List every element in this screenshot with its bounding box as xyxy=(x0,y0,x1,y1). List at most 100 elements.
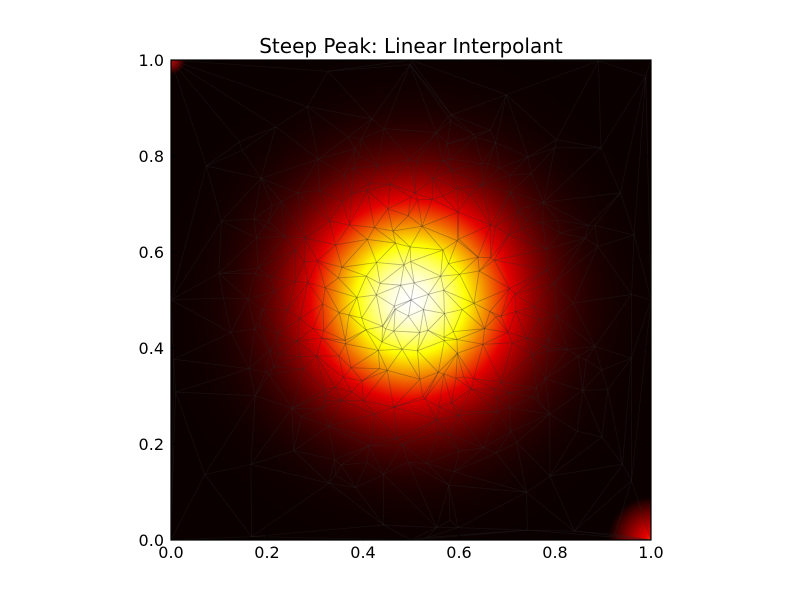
mesh-edge xyxy=(358,139,362,156)
mesh-edge xyxy=(247,298,263,311)
mesh-edge xyxy=(490,191,511,226)
x-tick-label: 0.4 xyxy=(350,543,375,562)
mesh-edge xyxy=(393,306,396,310)
mesh-edge xyxy=(251,524,384,538)
mesh-edge xyxy=(173,359,176,393)
mesh-edge xyxy=(496,407,510,413)
mesh-edge xyxy=(463,376,474,380)
mesh-edge xyxy=(348,314,367,331)
mesh-edge xyxy=(338,355,344,378)
mesh-edge xyxy=(510,431,517,443)
mesh-edge xyxy=(410,299,424,310)
mesh-edge xyxy=(500,316,509,333)
mesh-edge xyxy=(365,275,377,296)
mesh-edge xyxy=(607,389,623,465)
mesh-edge xyxy=(431,178,434,200)
triangular-mesh xyxy=(171,60,651,540)
mesh-edge xyxy=(554,139,557,148)
mesh-edge xyxy=(410,60,452,116)
mesh-edge xyxy=(361,370,388,382)
mesh-edge xyxy=(601,369,609,390)
mesh-edge xyxy=(328,400,342,427)
mesh-edge xyxy=(393,379,421,408)
mesh-edge xyxy=(427,313,445,331)
mesh-edge xyxy=(451,114,491,131)
mesh-edge xyxy=(307,71,329,107)
mesh-edge xyxy=(426,463,450,486)
y-tick-label: 0.4 xyxy=(139,339,164,358)
mesh-edge xyxy=(304,220,330,239)
mesh-edge xyxy=(275,106,308,127)
mesh-edge xyxy=(546,232,561,250)
mesh-edge xyxy=(600,76,647,149)
mesh-edge xyxy=(423,309,429,331)
mesh-edge xyxy=(509,396,533,409)
mesh-edge xyxy=(495,452,527,493)
mesh-edge xyxy=(204,474,252,537)
mesh-edge xyxy=(284,236,296,251)
mesh-edge xyxy=(374,413,398,440)
mesh-edge xyxy=(417,350,439,373)
mesh-edge xyxy=(409,132,437,160)
mesh-edge xyxy=(268,374,293,409)
mesh-edge xyxy=(515,311,527,339)
mesh-edge xyxy=(438,371,444,375)
mesh-edge xyxy=(506,60,599,96)
mesh-edge xyxy=(495,142,529,158)
mesh-edge xyxy=(248,350,271,370)
mesh-edge xyxy=(402,444,427,464)
mesh-edge xyxy=(594,346,632,359)
mesh-edge xyxy=(351,189,368,194)
mesh-edge xyxy=(549,413,578,432)
mesh-edge xyxy=(341,399,375,415)
mesh-edge xyxy=(443,290,445,314)
mesh-edge xyxy=(527,147,555,158)
mesh-edge xyxy=(427,329,445,338)
mesh-edge xyxy=(594,346,602,371)
mesh-edge xyxy=(334,445,369,460)
mesh-edge xyxy=(375,294,383,327)
mesh-edge xyxy=(366,183,371,191)
y-tick-label: 0.8 xyxy=(139,147,164,166)
mesh-edge xyxy=(253,218,257,238)
mesh-edge xyxy=(353,155,360,169)
mesh-edge xyxy=(270,249,296,278)
mesh-edge xyxy=(171,60,240,143)
mesh-edge xyxy=(572,246,599,304)
mesh-edge xyxy=(526,202,544,221)
mesh-edge xyxy=(481,142,497,164)
mesh-edge xyxy=(499,167,511,176)
mesh-edge xyxy=(345,343,379,351)
mesh-edge xyxy=(206,165,222,222)
mesh-edge xyxy=(327,60,412,72)
mesh-edge xyxy=(328,459,335,484)
mesh-edge xyxy=(397,419,438,440)
mesh-edge xyxy=(268,368,304,375)
mesh-edge xyxy=(526,337,545,347)
mesh-edge xyxy=(392,230,396,244)
mesh-edge xyxy=(408,309,424,317)
mesh-edge xyxy=(366,275,381,284)
mesh-edge xyxy=(255,272,271,278)
mesh-edge xyxy=(509,156,529,176)
mesh-edge xyxy=(387,196,412,210)
mesh-edge xyxy=(371,118,385,130)
mesh-edge xyxy=(456,328,485,340)
mesh-edge xyxy=(400,264,405,286)
mesh-edge xyxy=(402,348,418,352)
mesh-edge xyxy=(598,60,646,77)
mesh-edge xyxy=(601,389,609,438)
mesh-edge xyxy=(255,395,293,409)
mesh-edge xyxy=(261,309,279,335)
mesh-edge xyxy=(489,311,502,317)
mesh-edge xyxy=(365,325,383,331)
mesh-edge xyxy=(482,332,509,345)
mesh-edge xyxy=(442,159,446,162)
mesh-edge xyxy=(585,346,596,361)
mesh-edge xyxy=(526,319,540,339)
mesh-edge xyxy=(597,234,635,247)
mesh-edge xyxy=(419,309,424,333)
mesh-edge xyxy=(527,529,575,532)
mesh-edge xyxy=(645,76,651,301)
mesh-edge xyxy=(296,158,319,194)
